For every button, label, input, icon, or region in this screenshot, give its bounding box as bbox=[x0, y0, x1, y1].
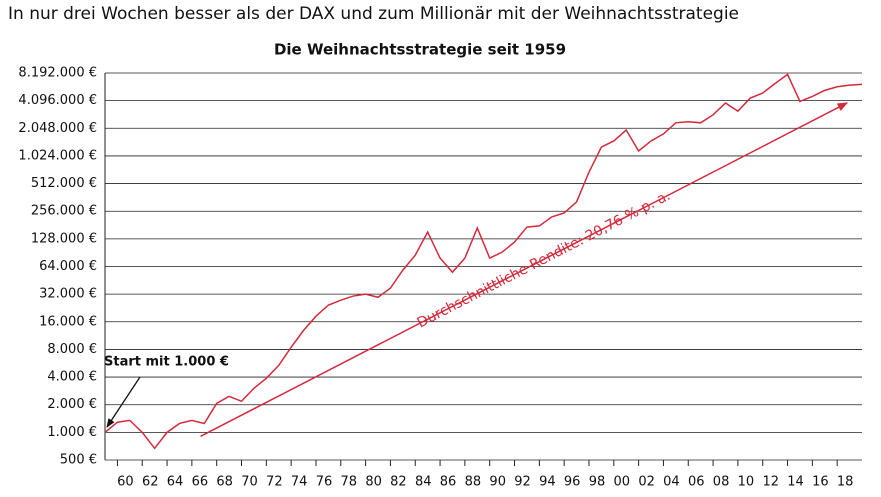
x-tick-label: 70 bbox=[241, 475, 258, 490]
x-tick-label: 00 bbox=[614, 475, 631, 490]
x-tick-label: 80 bbox=[365, 475, 382, 490]
x-tick-label: 06 bbox=[688, 475, 705, 490]
x-tick-label: 60 bbox=[117, 475, 134, 490]
trend-label: Durchschnittliche Rendite: 20,76 % p. a. bbox=[415, 188, 673, 332]
y-tick-label: 4.096.000 € bbox=[18, 93, 97, 108]
y-tick-label: 8.192.000 € bbox=[18, 66, 97, 81]
x-tick-label: 82 bbox=[390, 475, 407, 490]
y-tick-label: 512.000 € bbox=[31, 176, 97, 191]
x-tick-label: 88 bbox=[465, 475, 482, 490]
x-tick-label: 04 bbox=[663, 475, 680, 490]
start-arrow bbox=[106, 376, 141, 428]
y-tick-label: 1.024.000 € bbox=[18, 148, 97, 163]
y-tick-label: 1.000 € bbox=[47, 425, 97, 440]
x-tick-label: 12 bbox=[762, 475, 779, 490]
y-tick-label: 256.000 € bbox=[31, 204, 97, 219]
start-label: Start mit 1.000 € bbox=[104, 355, 229, 370]
x-tick-label: 02 bbox=[638, 475, 655, 490]
x-tick-label: 78 bbox=[341, 475, 358, 490]
x-tick-label: 16 bbox=[812, 475, 829, 490]
y-tick-label: 4.000 € bbox=[47, 370, 97, 385]
page-title: In nur drei Wochen besser als der DAX un… bbox=[8, 4, 739, 24]
x-tick-label: 68 bbox=[216, 475, 233, 490]
trend-line bbox=[200, 102, 849, 438]
x-tick-label: 74 bbox=[291, 475, 308, 490]
x-tick-label: 86 bbox=[440, 475, 457, 490]
x-tick-label: 76 bbox=[316, 475, 333, 490]
x-tick-label: 92 bbox=[514, 475, 531, 490]
x-tick-label: 96 bbox=[564, 475, 581, 490]
y-tick-label: 500 € bbox=[60, 453, 97, 468]
y-tick-label: 128.000 € bbox=[31, 231, 97, 246]
y-tick-label: 2.000 € bbox=[47, 397, 97, 412]
y-tick-label: 32.000 € bbox=[39, 287, 97, 302]
x-tick-label: 18 bbox=[837, 475, 854, 490]
x-tick-label: 64 bbox=[167, 475, 184, 490]
chart-title: Die Weihnachtsstrategie seit 1959 bbox=[274, 41, 566, 59]
x-tick-label: 14 bbox=[787, 475, 804, 490]
y-tick-label: 8.000 € bbox=[47, 342, 97, 357]
x-tick-label: 66 bbox=[192, 475, 209, 490]
y-tick-label: 64.000 € bbox=[39, 259, 97, 274]
x-tick-label: 90 bbox=[489, 475, 506, 490]
x-tick-label: 62 bbox=[142, 475, 159, 490]
x-tick-label: 72 bbox=[266, 475, 283, 490]
x-tick-label: 08 bbox=[713, 475, 730, 490]
x-tick-label: 98 bbox=[589, 475, 606, 490]
y-tick-label: 2.048.000 € bbox=[18, 121, 97, 136]
x-tick-label: 10 bbox=[738, 475, 755, 490]
y-tick-label: 16.000 € bbox=[39, 314, 97, 329]
x-tick-label: 84 bbox=[415, 475, 432, 490]
x-tick-label: 94 bbox=[539, 475, 556, 490]
data-line bbox=[104, 73, 863, 450]
